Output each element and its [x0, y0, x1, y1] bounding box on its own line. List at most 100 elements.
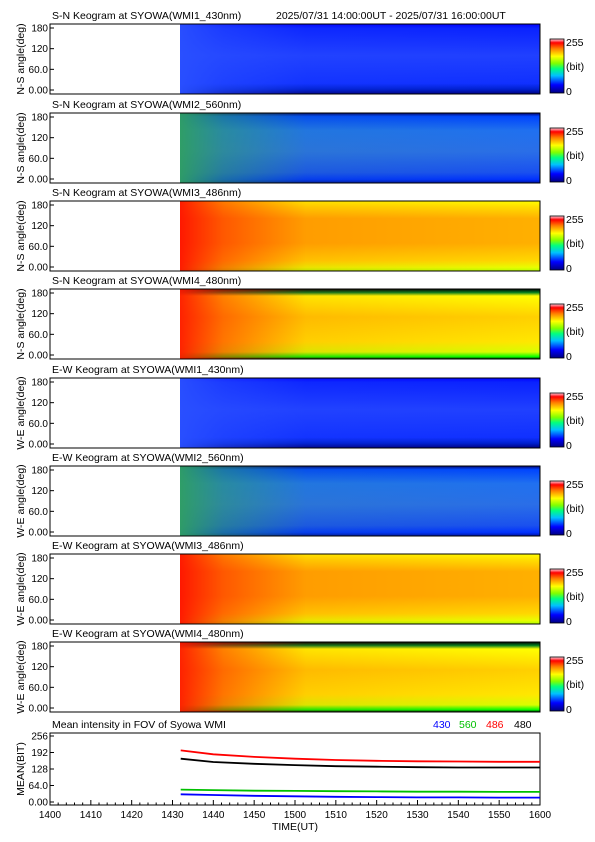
chart-frame	[49, 732, 541, 806]
colorbar-max: 255	[566, 655, 584, 667]
time-range: 2025/07/31 14:00:00UT - 2025/07/31 16:00…	[276, 10, 506, 22]
y-tick-label: 0.00	[29, 175, 49, 186]
y-tick-label: 120	[31, 133, 48, 144]
y-axis-label: W-E angle(deg)	[15, 376, 27, 449]
y-axis-label: N-S angle(deg)	[15, 200, 27, 271]
y-tick-label: 180	[31, 466, 48, 477]
colorbar-min: 0	[566, 175, 572, 187]
colorbar-min: 0	[566, 86, 572, 98]
series-line-486	[180, 749, 540, 763]
y-tick-label: 60.0	[29, 683, 49, 694]
keogram-panel: S-N Keogram at SYOWA(WMI1_430nm) 0.00 60.0…	[15, 10, 584, 98]
colorbar-unit: (bit)	[566, 415, 584, 427]
panel-title: E-W Keogram at SYOWA(WMI4_480nm)	[52, 628, 244, 640]
x-tick-label: 1600	[529, 810, 552, 821]
y-axis-label: W-E angle(deg)	[15, 552, 27, 625]
y-tick-label: 60.0	[29, 154, 49, 165]
colorbar	[549, 568, 565, 624]
y-tick-label: 0.00	[29, 528, 49, 539]
y-tick-label: 60.0	[29, 419, 49, 430]
colorbar-max: 255	[566, 126, 584, 138]
series-line-430	[180, 793, 540, 799]
legend-entry: 430	[433, 719, 451, 731]
mean-intensity-chart: Mean intensity in FOV of Syowa WMI 430 560…	[15, 719, 552, 833]
colorbar-max: 255	[566, 214, 584, 226]
colorbar	[549, 480, 565, 536]
colorbar-unit: (bit)	[566, 61, 584, 73]
y-tick-label: 180	[31, 289, 48, 300]
panel-frame	[49, 377, 541, 449]
y-axis-label: W-E angle(deg)	[15, 640, 27, 713]
panel-frame	[49, 641, 541, 713]
colorbar-min: 0	[566, 528, 572, 540]
keogram-panel: S-N Keogram at SYOWA(WMI4_480nm) 0.00 60.0…	[15, 275, 584, 363]
panel-title: S-N Keogram at SYOWA(WMI1_430nm)	[52, 10, 241, 22]
y-tick-label: 0.00	[29, 263, 49, 274]
colorbar	[549, 656, 565, 712]
y-tick-label: 60.0	[29, 507, 49, 518]
colorbar-unit: (bit)	[566, 150, 584, 162]
colorbar-max: 255	[566, 302, 584, 314]
series-line-480	[180, 757, 540, 769]
y-tick-label: 60.0	[29, 330, 49, 341]
series-line-560	[180, 788, 540, 793]
x-axis-label: TIME(UT)	[272, 821, 318, 833]
legend-entry: 486	[486, 719, 504, 731]
colorbar-min: 0	[566, 351, 572, 363]
y-tick-label: 60.0	[29, 242, 49, 253]
keogram-onset-wash	[180, 378, 540, 448]
keogram-onset-wash	[180, 642, 540, 712]
x-tick-label: 1510	[325, 810, 348, 821]
y-tick-label: 180	[31, 642, 48, 653]
panel-title: S-N Keogram at SYOWA(WMI4_480nm)	[52, 275, 241, 287]
y-axis-label: MEAN(BIT)	[15, 742, 27, 796]
y-tick-label: 0.00	[29, 704, 49, 715]
keogram-panel: E-W Keogram at SYOWA(WMI1_430nm) 0.00 60.0…	[15, 364, 584, 452]
keogram-onset-wash	[180, 289, 540, 359]
y-tick-label: 180	[31, 113, 48, 124]
x-tick-label: 1440	[202, 810, 225, 821]
y-tick-label: 0.00	[29, 798, 49, 809]
y-tick-label: 0.00	[29, 616, 49, 627]
y-tick-label: 120	[31, 574, 48, 585]
panel-title: E-W Keogram at SYOWA(WMI3_486nm)	[52, 540, 244, 552]
y-tick-label: 64.0	[29, 781, 49, 792]
keogram-onset-wash	[180, 554, 540, 624]
colorbar-min: 0	[566, 704, 572, 716]
y-tick-label: 180	[31, 201, 48, 212]
colorbar-max: 255	[566, 479, 584, 491]
x-tick-label: 1400	[39, 810, 62, 821]
keogram-onset-wash	[180, 201, 540, 271]
x-tick-label: 1500	[284, 810, 307, 821]
y-tick-label: 180	[31, 554, 48, 565]
legend-entry: 480	[514, 719, 532, 731]
colorbar-max: 255	[566, 391, 584, 403]
y-tick-label: 120	[31, 662, 48, 673]
y-tick-label: 120	[31, 309, 48, 320]
y-tick-label: 0.00	[29, 351, 49, 362]
panel-title: E-W Keogram at SYOWA(WMI1_430nm)	[52, 364, 244, 376]
y-tick-label: 120	[31, 398, 48, 409]
colorbar-unit: (bit)	[566, 591, 584, 603]
colorbar-max: 255	[566, 567, 584, 579]
y-tick-label: 0.00	[29, 440, 49, 451]
y-axis-label: N-S angle(deg)	[15, 23, 27, 94]
colorbar-max: 255	[566, 37, 584, 49]
panel-frame	[49, 112, 541, 184]
y-axis-label: N-S angle(deg)	[15, 288, 27, 359]
x-tick-label: 1450	[243, 810, 266, 821]
y-tick-label: 192	[31, 748, 48, 759]
y-tick-label: 256	[31, 732, 48, 743]
colorbar-unit: (bit)	[566, 238, 584, 250]
x-tick-label: 1420	[121, 810, 144, 821]
legend-entry: 560	[459, 719, 477, 731]
y-tick-label: 0.00	[29, 86, 49, 97]
panel-frame	[49, 288, 541, 360]
y-axis-label: N-S angle(deg)	[15, 112, 27, 183]
x-tick-label: 1550	[488, 810, 511, 821]
colorbar	[549, 38, 565, 94]
y-tick-label: 60.0	[29, 595, 49, 606]
y-tick-label: 120	[31, 486, 48, 497]
panel-frame	[49, 553, 541, 625]
